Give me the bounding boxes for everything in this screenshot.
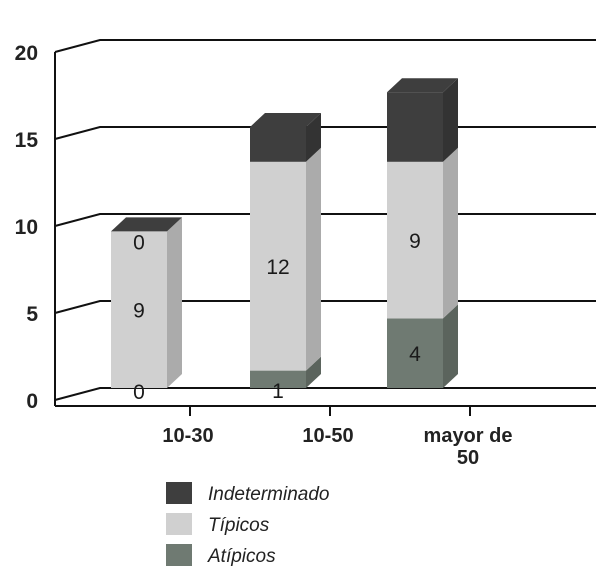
legend-label: Atípicos	[207, 546, 276, 567]
legend: Indeterminado Típicos Atípicos	[166, 482, 329, 567]
data-label: 9	[409, 230, 421, 253]
bar-segment-front	[111, 231, 167, 388]
x-category-line: 10-50	[302, 425, 353, 447]
data-label: 12	[266, 256, 289, 279]
legend-label: Típicos	[208, 515, 270, 536]
bar-segment-front	[250, 127, 306, 162]
legend-swatch	[166, 544, 192, 566]
bar-segment-side	[443, 304, 458, 388]
x-category-label: 10-50	[302, 425, 353, 447]
bar-segment-side	[306, 356, 321, 388]
bar-top-face	[387, 78, 458, 93]
x-category-line: 10-30	[162, 425, 213, 447]
bar-segment-front	[250, 370, 306, 388]
bar-segment-front	[387, 318, 443, 388]
legend-label: Indeterminado	[208, 484, 329, 505]
bar-segment-side	[306, 147, 321, 371]
axes	[54, 52, 596, 416]
gridline-3	[54, 126, 596, 140]
y-tick-label: 15	[15, 129, 39, 152]
bar-segment-front	[387, 161, 443, 319]
y-tick-label: 20	[15, 42, 38, 65]
x-axis-categories: 10-30 10-50 mayor de 50	[162, 425, 512, 469]
bar-top-face	[250, 113, 321, 127]
bar-segment-front	[250, 161, 306, 371]
gridline-4	[54, 39, 596, 53]
bars	[111, 78, 458, 388]
data-label: 0	[133, 381, 145, 404]
y-tick-label: 5	[26, 303, 38, 326]
x-category-line: 50	[457, 447, 479, 469]
y-axis-ticks: 0 5 10 15 20	[15, 42, 39, 413]
bar-segment-side	[167, 217, 182, 388]
data-labels: 0 9 0 1 12 4 9	[133, 230, 421, 404]
legend-swatch	[166, 513, 192, 535]
bar-segment-side	[306, 113, 321, 162]
bar-segment-side	[443, 78, 458, 162]
data-label: 1	[272, 380, 284, 403]
bar-top-face	[111, 217, 182, 232]
x-category-label: 10-30	[162, 425, 213, 447]
x-category-line: mayor de	[424, 425, 513, 447]
data-label: 4	[409, 343, 421, 366]
data-label: 0	[133, 231, 145, 254]
x-category-label: mayor de 50	[424, 425, 513, 469]
y-tick-label: 10	[15, 216, 38, 239]
data-label: 9	[133, 300, 145, 323]
legend-swatch	[166, 482, 192, 504]
bar-segment-side	[443, 147, 458, 319]
y-tick-label: 0	[26, 390, 38, 413]
bar-segment-front	[387, 92, 443, 162]
